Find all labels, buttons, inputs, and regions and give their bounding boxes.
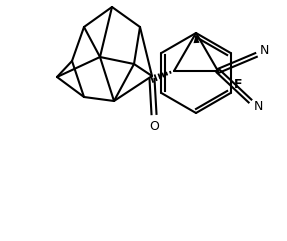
Polygon shape [195,34,197,39]
Text: N: N [254,100,263,114]
Text: N: N [260,45,269,58]
Text: F: F [234,78,242,91]
Polygon shape [193,34,199,43]
Text: O: O [149,120,159,133]
